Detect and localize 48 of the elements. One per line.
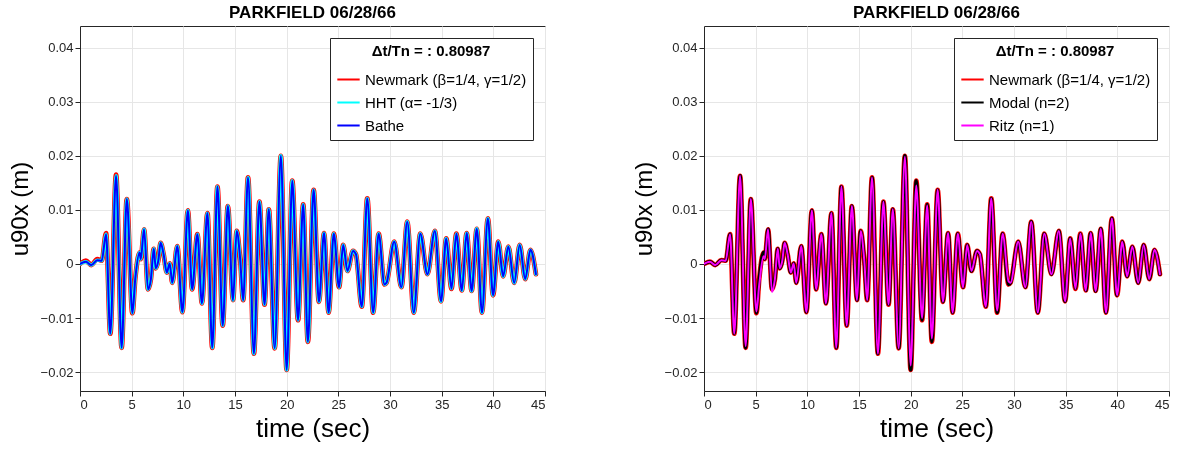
y-axis-title: u90x (m) <box>5 161 33 257</box>
y-tick-label: 0.02 <box>48 148 74 164</box>
legend-label: HHT (α= -1/3) <box>365 93 458 111</box>
x-tick-label: 40 <box>486 396 502 412</box>
x-axis-title: time (sec) <box>255 412 371 443</box>
y-tick-label: 0.01 <box>48 202 74 218</box>
y-tick-label: 0.03 <box>672 94 698 110</box>
y-tick-label: 0 <box>690 256 698 272</box>
x-tick-label: 20 <box>279 396 295 412</box>
x-tick-label: 35 <box>434 396 450 412</box>
y-tick-label: −0.02 <box>40 364 74 380</box>
legend-label: Newmark (β=1/4, γ=1/2) <box>989 70 1151 88</box>
chart-title: PARKFIELD 06/28/66 <box>229 3 396 22</box>
x-tick-label: 30 <box>1007 396 1022 412</box>
x-tick-label: 5 <box>752 396 760 412</box>
x-tick-label: 30 <box>383 396 398 412</box>
x-tick-label: 10 <box>176 396 192 412</box>
x-tick-label: 15 <box>228 396 243 412</box>
y-tick-label: −0.01 <box>40 310 74 326</box>
x-tick-label: 0 <box>704 396 712 412</box>
legend-label: Newmark (β=1/4, γ=1/2) <box>365 70 527 88</box>
x-axis-title: time (sec) <box>879 412 995 443</box>
chart-title: PARKFIELD 06/28/66 <box>853 3 1020 22</box>
x-tick-label: 0 <box>80 396 88 412</box>
y-axis-title: u90x (m) <box>629 161 657 257</box>
x-tick-label: 45 <box>531 396 546 412</box>
y-tick-label: 0.04 <box>48 40 74 56</box>
x-tick-label: 5 <box>128 396 136 412</box>
y-tick-label: −0.02 <box>664 364 698 380</box>
x-tick-label: 25 <box>955 396 971 412</box>
legend-label: Ritz (n=1) <box>989 116 1055 134</box>
legend-label: Modal (n=2) <box>989 93 1070 111</box>
x-tick-label: 35 <box>1058 396 1074 412</box>
y-tick-label: 0.03 <box>48 94 74 110</box>
legend-label: Bathe <box>365 116 405 134</box>
legend-title: Δt/Tn = : 0.80987 <box>371 42 491 59</box>
x-tick-label: 45 <box>1155 396 1170 412</box>
x-tick-label: 40 <box>1110 396 1126 412</box>
y-tick-label: 0.02 <box>672 148 698 164</box>
x-tick-label: 10 <box>800 396 816 412</box>
y-tick-label: −0.01 <box>664 310 698 326</box>
y-tick-label: 0.01 <box>672 202 698 218</box>
legend-title: Δt/Tn = : 0.80987 <box>995 42 1115 59</box>
y-tick-label: 0 <box>66 256 74 272</box>
x-tick-label: 20 <box>903 396 919 412</box>
y-tick-label: 0.04 <box>672 40 698 56</box>
x-tick-label: 25 <box>331 396 347 412</box>
x-tick-label: 15 <box>852 396 867 412</box>
